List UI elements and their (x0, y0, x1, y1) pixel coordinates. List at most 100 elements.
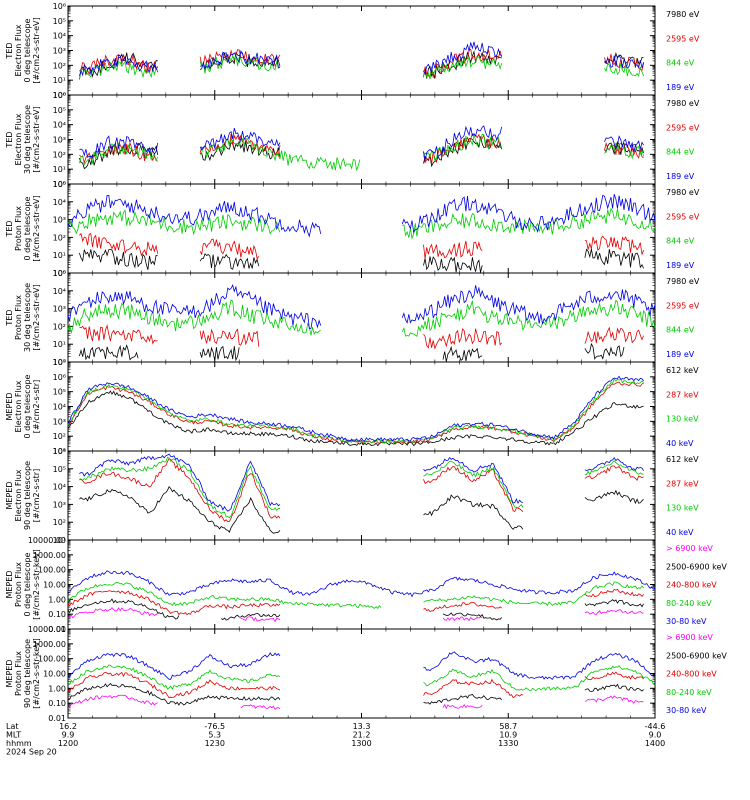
y-tick-label: 10⁵ (53, 17, 66, 26)
y-tick-label: 10⁵ (53, 388, 66, 397)
y-tick-label: 10¹ (53, 536, 66, 545)
x-tick-label: 1200 (58, 739, 78, 748)
y-tick-label: 1000.00 (33, 640, 66, 649)
y-axis-label: [#/cm2-s-str-eV] (32, 195, 41, 261)
x-row-label: MLT (6, 731, 21, 740)
x-tick-label: 58.7 (499, 722, 517, 731)
series-line (67, 381, 644, 445)
series-line (67, 390, 644, 447)
x-row-label: Lat (6, 722, 19, 731)
y-axis-label: 90 deg telescope (23, 461, 32, 530)
series-line (79, 50, 644, 80)
x-tick-label: 1300 (351, 739, 371, 748)
y-axis-label: Proton Flux (14, 295, 23, 340)
y-tick-label: 10⁵ (53, 465, 66, 474)
series-line (68, 683, 644, 706)
y-tick-label: 10³ (53, 216, 66, 225)
panel-5: 10¹ 10² 10³ 10⁴ 10⁵ 10⁶ 10⁷ MEPED Electron Flux 0… (5, 358, 699, 456)
legend-entry: 612 keV (666, 455, 699, 464)
x-tick-label: 16.2 (59, 722, 77, 731)
y-axis-label: 0 deg telescope (23, 552, 32, 616)
legend-entry: 30-80 keV (666, 617, 707, 626)
y-tick-label: 10000.00 (28, 625, 66, 634)
y-axis-label: 0 deg telescope (23, 374, 32, 438)
y-tick-label: 10⁷ (53, 358, 66, 367)
y-tick-label: 10¹ (53, 165, 66, 174)
panel-frame (67, 450, 656, 541)
legend-entry: 30-80 keV (666, 706, 707, 715)
legend-entry: 7980 eV (666, 277, 700, 286)
y-axis-label: MEPED (5, 482, 14, 510)
series-line (79, 53, 644, 80)
x-tick-label: 9.0 (649, 731, 662, 740)
y-tick-label: 10.00 (43, 670, 66, 679)
panel-frame (67, 628, 656, 719)
date-label: 2024 Sep 20 (6, 748, 57, 757)
legend-entry: 40 keV (666, 439, 694, 448)
y-tick-label: 1.00 (48, 684, 66, 693)
y-tick-label: 10³ (53, 417, 66, 426)
y-axis-label: TED (5, 131, 14, 148)
panel-frame (67, 539, 656, 630)
y-tick-label: 10⁶ (53, 2, 66, 11)
y-tick-label: 10⁰ (53, 358, 66, 367)
series-line (67, 664, 656, 691)
legend-entry: 189 eV (666, 172, 695, 181)
series-line (67, 299, 656, 338)
x-tick-label: 13.3 (353, 722, 371, 731)
series-line (67, 283, 656, 329)
series-line (67, 194, 656, 238)
y-tick-label: 1000.00 (33, 551, 66, 560)
y-tick-label: 10¹ (53, 251, 66, 260)
y-tick-label: 10⁶ (53, 373, 66, 382)
y-tick-label: 10² (53, 432, 66, 441)
y-tick-label: 10² (53, 322, 66, 331)
legend-entry: 612 keV (666, 366, 699, 375)
series-line (79, 132, 644, 165)
y-axis-label: [#/cm2-s-str-eV] (32, 284, 41, 350)
y-axis-label: [#/cm2-s-str-eV] (32, 17, 41, 83)
panel-4: 10⁰ 10¹ 10² 10³ 10⁴ 10⁵ TED Proton Flux 30 deg t… (5, 269, 700, 367)
y-tick-label: 10⁴ (53, 287, 66, 296)
legend-entry: 7980 eV (666, 188, 700, 197)
legend-entry: 287 keV (666, 390, 699, 399)
y-axis-label: 0 deg telescope (23, 18, 32, 82)
series-line (79, 41, 644, 77)
x-tick-label: 5.3 (208, 731, 221, 740)
y-axis-label: 30 deg telescope (23, 105, 32, 174)
series-line (79, 324, 644, 350)
legend-entry: 240-800 keV (666, 581, 717, 590)
panel-7: 0.01 0.10 1.00 10.00 100.00 1000.00 10000.00 ME… (5, 536, 727, 634)
y-tick-label: 10000.00 (28, 536, 66, 545)
legend-entry: 40 keV (666, 528, 694, 537)
series-line (79, 342, 625, 362)
y-axis-label: [#/cm2-s-str] (32, 469, 41, 522)
y-tick-label: 10³ (53, 47, 66, 56)
y-tick-label: 0.01 (48, 625, 66, 634)
y-tick-label: 10¹ (53, 340, 66, 349)
y-tick-label: 10³ (53, 500, 66, 509)
panel-6: 10¹ 10² 10³ 10⁴ 10⁵ 10⁶ MEPED Electron Flux 90 d… (5, 447, 699, 545)
y-axis-label: [#/cm2-s-str-eV] (32, 106, 41, 172)
series-line (67, 377, 644, 444)
y-tick-label: 10⁴ (53, 121, 66, 130)
y-axis-label: [#/cm2-s-str-keV] (32, 638, 41, 709)
legend-entry: 2595 eV (666, 212, 700, 221)
y-axis-label: Proton Flux (14, 651, 23, 696)
series-line (79, 485, 644, 534)
legend-entry: 844 eV (666, 59, 695, 68)
y-axis-label: Electron Flux (14, 24, 23, 76)
legend-entry: 844 eV (666, 326, 695, 335)
x-row-label: hhmm (6, 739, 32, 748)
y-tick-label: 1.00 (48, 595, 66, 604)
series-line (67, 570, 656, 598)
panel-2: 10⁰ 10¹ 10² 10³ 10⁴ 10⁵ 10⁶ TED Electron Flux 30 … (5, 91, 700, 189)
y-axis-label: Electron Flux (14, 380, 23, 432)
y-axis-label: 0 deg telescope (23, 196, 32, 260)
y-tick-label: 10² (53, 233, 66, 242)
x-tick-label: 1400 (645, 739, 665, 748)
y-tick-label: 100.00 (38, 566, 66, 575)
x-axis-annotation: Lat 16.2 -76.5 13.3 58.7 -44.6 MLT 9.9 5.3 21.2 10… (6, 722, 665, 757)
y-axis-label: MEPED (5, 571, 14, 599)
series-line (79, 457, 644, 523)
